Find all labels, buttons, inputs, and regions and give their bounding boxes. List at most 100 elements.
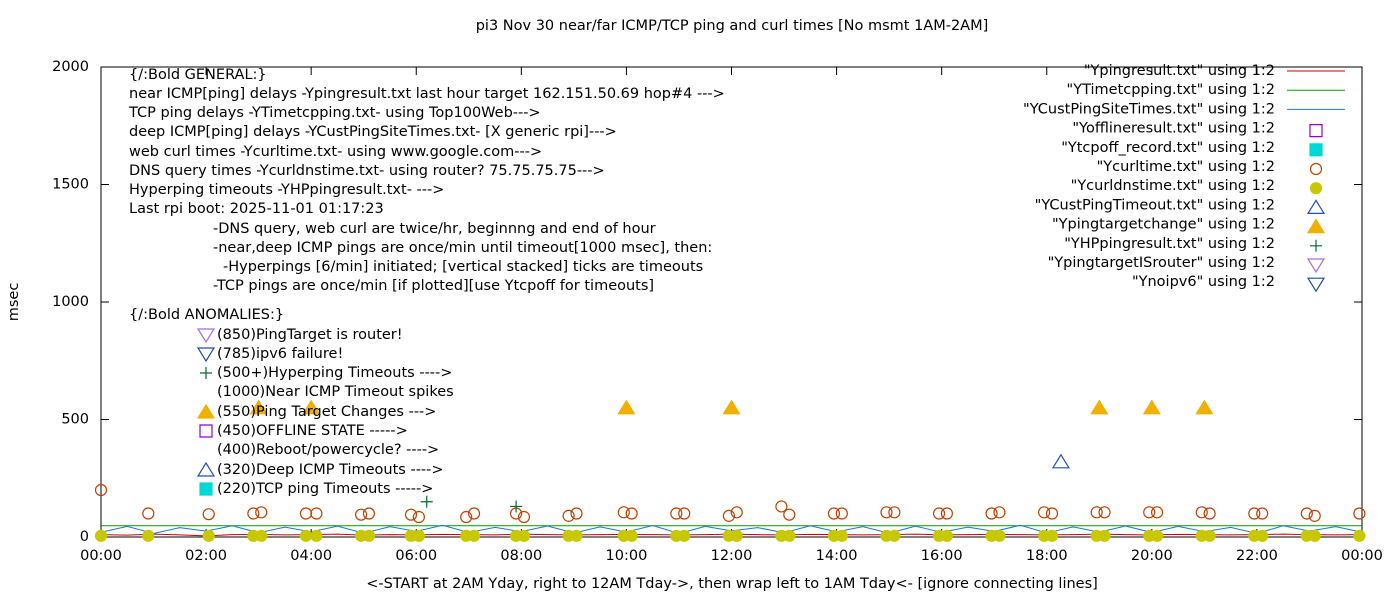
data-point — [940, 507, 954, 520]
data-point — [888, 506, 901, 519]
annotation: (400)Reboot/powercycle? ----> — [217, 442, 439, 458]
data-point — [404, 508, 418, 521]
x-tick-label: 20:00 — [1131, 548, 1173, 564]
data-point — [1045, 529, 1059, 542]
legend-label: "Ypingtargetchange" using 1:2 — [1052, 217, 1275, 233]
data-point — [888, 529, 901, 542]
legend-label: "Yofflineresult.txt" using 1:2 — [1072, 121, 1275, 137]
data-point — [354, 508, 368, 521]
annotation-symbol — [199, 482, 213, 496]
annotation: (220)TCP ping Timeouts -----> — [217, 481, 433, 497]
legend-swatch — [1306, 277, 1326, 293]
annotation-symbol — [196, 403, 216, 419]
data-point — [299, 507, 313, 520]
data-point — [420, 495, 433, 508]
data-point — [1090, 399, 1109, 415]
legend-swatch — [1309, 162, 1323, 176]
x-tick-label: 04:00 — [290, 548, 332, 564]
data-point — [1090, 506, 1103, 519]
data-point — [1195, 399, 1214, 415]
data-point — [722, 509, 735, 522]
annotation-symbol — [196, 461, 216, 477]
data-point — [827, 507, 841, 520]
data-point — [1203, 507, 1216, 520]
x-tick-label: 08:00 — [500, 548, 542, 564]
data-point — [1051, 453, 1071, 469]
annotation: {/:Bold GENERAL:} — [129, 67, 267, 83]
data-point — [412, 529, 425, 542]
annotation: -Hyperpings [6/min] initiated; [vertical… — [223, 259, 703, 275]
chart-title: pi3 Nov 30 near/far ICMP/TCP ping and cu… — [476, 18, 989, 34]
data-point — [985, 507, 998, 520]
annotation: Hyperping timeouts -YHPpingresult.txt- -… — [129, 182, 444, 198]
data-point — [1098, 529, 1111, 542]
data-point — [730, 506, 743, 519]
annotation: (320)Deep ICMP Timeouts ----> — [217, 462, 444, 478]
data-point — [783, 529, 796, 542]
data-point — [880, 506, 893, 519]
data-point — [1256, 507, 1269, 520]
annotation-symbol — [196, 347, 216, 363]
annotation: -TCP pings are once/min [if plotted][use… — [213, 278, 654, 294]
data-point — [362, 507, 376, 520]
data-point — [1150, 506, 1164, 519]
legend-swatch — [1306, 258, 1326, 274]
data-point — [993, 506, 1006, 519]
data-point — [94, 529, 108, 542]
data-point — [678, 507, 691, 520]
data-point — [617, 506, 630, 519]
data-point — [1098, 506, 1111, 519]
data-point — [247, 507, 260, 520]
data-point — [467, 529, 481, 542]
data-point — [722, 399, 741, 415]
x-tick-label: 02:00 — [185, 548, 227, 564]
x-tick-label: 18:00 — [1026, 548, 1068, 564]
data-point — [1143, 506, 1156, 519]
x-axis-label: <-START at 2AM Yday, right to 12AM Tday-… — [366, 576, 1098, 592]
annotation: Last rpi boot: 2025-11-01 01:17:23 — [129, 201, 384, 217]
data-point — [678, 529, 691, 542]
data-point — [570, 507, 583, 520]
legend-swatch — [1310, 239, 1322, 252]
y-tick-label: 1500 — [52, 177, 89, 193]
data-point — [1142, 399, 1161, 415]
annotation: {/:Bold ANOMALIES:} — [129, 307, 284, 323]
data-point — [302, 399, 321, 415]
x-tick-label: 14:00 — [816, 548, 858, 564]
annotation: (500+)Hyperping Timeouts ----> — [217, 365, 452, 381]
data-point — [940, 529, 954, 542]
data-point — [1308, 529, 1321, 542]
legend-swatch — [1306, 218, 1326, 234]
data-point — [1248, 507, 1261, 520]
annotation: near ICMP[ping] delays -Ypingresult.txt … — [129, 86, 725, 102]
data-point — [1256, 529, 1269, 542]
annotation-symbol — [200, 367, 212, 379]
data-point — [570, 529, 583, 542]
data-point — [670, 507, 683, 520]
annotation: deep ICMP[ping] delays -YCustPingSiteTim… — [129, 124, 617, 140]
data-point — [1045, 507, 1059, 520]
data-point — [993, 529, 1006, 542]
data-point — [1195, 506, 1208, 519]
x-tick-label: 00:00 — [80, 548, 122, 564]
data-point — [625, 507, 638, 520]
x-tick-label: 22:00 — [1236, 548, 1278, 564]
x-tick-label: 16:00 — [921, 548, 963, 564]
legend-label: "YCustPingSiteTimes.txt" using 1:2 — [1023, 101, 1275, 117]
data-point — [412, 510, 425, 524]
data-point — [517, 510, 531, 524]
legend-label: "YpingtargetISrouter" using 1:2 — [1048, 255, 1275, 271]
x-tick-label: 00:00 — [1341, 548, 1383, 564]
legend-swatch — [1309, 124, 1323, 138]
data-point — [1300, 507, 1313, 520]
annotation: -DNS query, web curl are twice/hr, begin… — [213, 221, 656, 237]
legend-swatch — [1309, 182, 1323, 195]
data-point — [310, 507, 323, 520]
y-tick-label: 500 — [61, 412, 89, 428]
legend-label: "Ynoipv6" using 1:2 — [1132, 274, 1275, 290]
data-point — [783, 508, 796, 521]
data-point — [1038, 506, 1051, 519]
y-axis-label: msec — [6, 283, 22, 322]
data-point — [255, 506, 268, 519]
